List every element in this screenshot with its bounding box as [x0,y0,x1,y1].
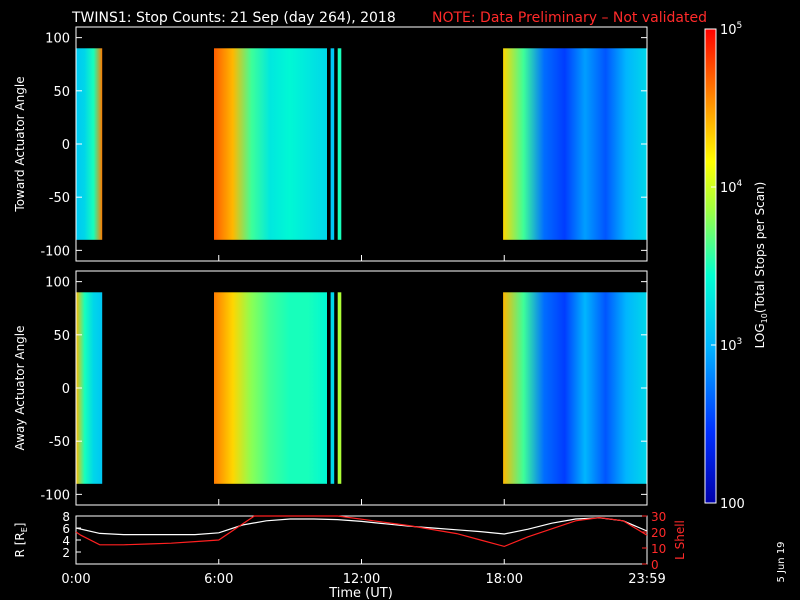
y-tick-label: 0 [62,382,70,397]
l-shell-axis-label: L Shell [673,520,687,560]
colorbar-tick-label: 104 [720,179,743,196]
l-shell-tick-label: 30 [651,510,666,524]
y-tick-label: -50 [49,191,70,206]
date-stamp: 5 Jun 19 [776,541,787,582]
toward-panel: 100 50 0 -50 -100 Toward Actuator Angle [13,26,648,262]
preliminary-note: NOTE: Data Preliminary – Not validated [432,10,707,26]
r-axis-label: R [RE] [13,523,29,558]
colorbar-tick-exponent: 4 [737,179,743,189]
colorbar-tick-label: 105 [720,21,742,38]
toward-y-ticks: 100 50 0 -50 -100 [40,32,648,261]
heatmap-interval [503,48,647,240]
colorbar-tick-base: 10 [720,339,737,354]
away-heatmap-data [76,292,647,484]
r-tick-label: 4 [62,534,70,548]
heatmap-interval [330,292,335,484]
ephemeris-lines [75,515,648,548]
x-tick-label: 6:00 [204,572,233,587]
colorbar-label: LOG10(Total Stops per Scan) [753,182,769,349]
away-y-ticks: 100 50 0 -50 -100 [40,276,648,505]
l-shell-tick-label: 10 [651,542,666,556]
colorbar-scale [704,28,717,504]
r-tick-label: 2 [62,546,70,560]
y-tick-label: 100 [45,32,70,47]
r-series-line [75,517,648,536]
x-axis-label: Time (UT) [328,586,393,600]
y-tick-label: -50 [49,435,70,450]
r-tick-label: 6 [62,522,70,536]
y-tick-label: 0 [62,138,70,153]
colorbar-tick-base: 100 [720,497,745,512]
colorbar-tick-label: 103 [720,337,742,354]
x-tick-label: 18:00 [486,572,523,587]
y-tick-label: 100 [45,276,70,291]
x-tick-label: 0:00 [61,572,90,587]
l-shell-tick-label: 20 [651,526,666,540]
x-tick-label: 23:59 [628,572,665,587]
r-tick-label: 8 [62,510,70,524]
y-tick-label: -100 [40,488,70,503]
ephemeris-panel-frame [75,515,648,565]
away-panel: 100 50 0 -50 -100 Away Actuator Angle [13,270,648,506]
y-tick-label: 50 [53,85,70,100]
y-tick-label: 50 [53,329,70,344]
y-tick-label: -100 [40,244,70,259]
chart-title: TWINS1: Stop Counts: 21 Sep (day 264), 2… [71,10,396,26]
away-y-label: Away Actuator Angle [13,325,27,450]
colorbar-tick-exponent: 5 [737,21,743,31]
l-shell-series-line [75,515,648,548]
heatmap-interval [214,48,327,240]
heatmap-interval [337,48,342,240]
toward-heatmap-data [76,48,647,240]
colorbar-tick-base: 10 [720,181,737,196]
l-shell-tick-label: 0 [651,558,659,572]
heatmap-interval [503,292,647,484]
colorbar-tick-label: 100 [720,497,745,512]
heatmap-interval [330,48,335,240]
colorbar-tick-exponent: 3 [737,337,743,347]
heatmap-interval [214,292,327,484]
colorbar-tick-base: 10 [720,23,737,38]
toward-y-label: Toward Actuator Angle [13,76,27,212]
heatmap-interval [337,292,342,484]
x-tick-label: 12:00 [343,572,380,587]
